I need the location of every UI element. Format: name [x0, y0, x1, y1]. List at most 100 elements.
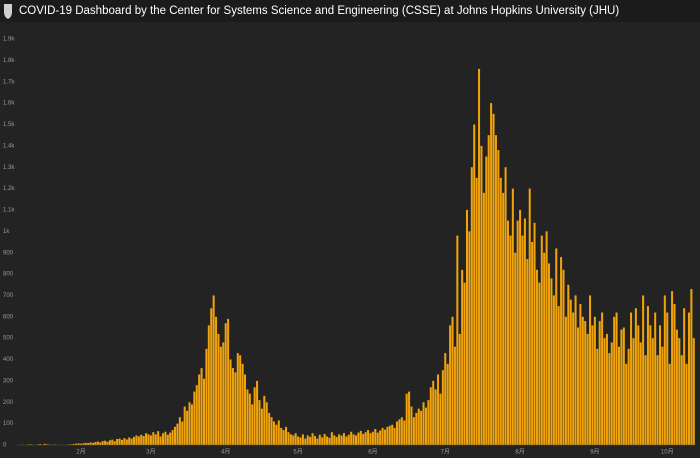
bar	[456, 235, 459, 445]
bar	[576, 327, 579, 445]
bar	[342, 433, 345, 445]
y-tick-label: 1.4k	[3, 143, 15, 149]
bar	[285, 426, 288, 445]
bar	[234, 372, 237, 445]
bar	[94, 442, 97, 445]
bar	[270, 417, 273, 445]
bar	[316, 438, 319, 445]
bar	[367, 430, 370, 445]
bar	[683, 308, 686, 445]
bar	[326, 436, 329, 445]
bar	[362, 433, 365, 445]
bar	[444, 353, 447, 445]
bar	[193, 391, 196, 445]
bar	[463, 282, 466, 445]
y-tick-label: 100	[3, 421, 14, 427]
bar	[217, 333, 220, 445]
bar	[586, 333, 589, 445]
bar	[540, 235, 543, 445]
x-tick-label: 10月	[661, 449, 674, 456]
bar	[369, 433, 372, 445]
bar	[475, 177, 478, 446]
bar	[499, 177, 502, 446]
bar	[601, 312, 604, 445]
bar	[171, 430, 174, 445]
bar	[533, 222, 536, 445]
header-bar	[0, 0, 700, 22]
bar	[437, 374, 440, 445]
bar	[538, 282, 541, 445]
bar	[253, 387, 256, 445]
bar	[116, 439, 119, 445]
bar	[560, 256, 563, 445]
y-tick-label: 600	[3, 314, 14, 320]
bar	[487, 135, 490, 445]
bar	[248, 393, 251, 445]
bar	[415, 412, 418, 445]
bar	[159, 436, 162, 445]
bar	[506, 220, 510, 445]
bar	[301, 434, 304, 445]
bar	[400, 417, 403, 445]
bar	[468, 231, 471, 445]
bar	[118, 438, 121, 445]
bar	[272, 421, 275, 445]
bar	[608, 353, 611, 445]
bar	[181, 421, 184, 445]
bar	[96, 441, 99, 445]
bar	[511, 188, 514, 445]
logo	[4, 4, 12, 19]
bar	[125, 439, 128, 445]
bar	[263, 395, 266, 445]
bar	[634, 308, 637, 445]
bar	[482, 192, 485, 445]
bar	[352, 434, 355, 445]
bar	[268, 412, 271, 445]
bar	[297, 436, 300, 445]
bar	[521, 235, 524, 445]
bar	[584, 321, 587, 445]
bar	[627, 348, 630, 445]
y-tick-label: 1.3k	[3, 165, 15, 171]
bar	[202, 378, 206, 445]
bar	[128, 437, 131, 445]
bar	[210, 308, 213, 445]
bar	[280, 427, 283, 445]
bar	[200, 368, 203, 445]
bar	[282, 430, 285, 445]
bar	[318, 434, 321, 445]
x-tick-label: 8月	[515, 449, 524, 456]
bar	[299, 437, 302, 445]
bar	[432, 380, 435, 445]
bar	[227, 318, 230, 445]
bar	[195, 385, 198, 445]
bar	[251, 404, 254, 445]
bar	[70, 444, 73, 445]
bar	[422, 402, 425, 445]
bar	[354, 435, 358, 445]
bar	[215, 316, 218, 445]
bar	[410, 406, 413, 445]
bar	[388, 425, 391, 445]
bar	[147, 434, 150, 445]
y-tick-label: 200	[3, 400, 14, 406]
y-tick-label: 1.1k	[3, 208, 15, 214]
bar	[243, 374, 247, 445]
bar	[379, 430, 382, 445]
x-tick-label: 5月	[293, 449, 302, 456]
bar	[304, 438, 307, 445]
bar	[617, 346, 621, 445]
bar	[613, 316, 616, 445]
bar	[504, 167, 507, 446]
bar	[690, 289, 693, 445]
bar	[427, 400, 430, 445]
bar	[72, 443, 75, 445]
bar	[154, 434, 157, 445]
y-tick-label: 0	[3, 443, 7, 449]
bar	[666, 312, 669, 445]
bar	[265, 402, 268, 445]
bar	[461, 269, 464, 445]
header-title: COVID-19 Dashboard by the Center for Sys…	[19, 5, 619, 17]
bar	[478, 68, 481, 446]
bar	[294, 433, 297, 445]
